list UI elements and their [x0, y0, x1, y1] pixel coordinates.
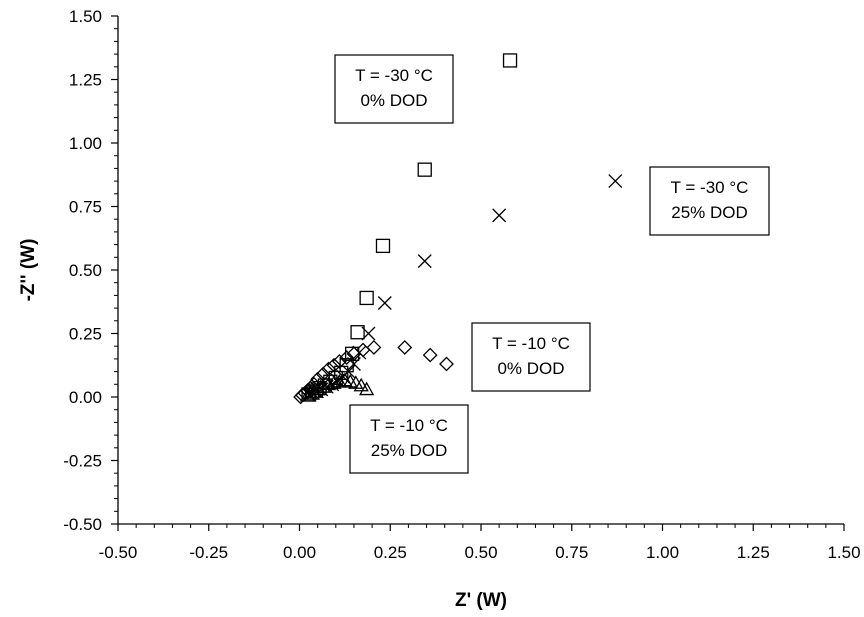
diamond-marker: [355, 342, 371, 358]
y-axis-title: -Z'' (W): [18, 239, 39, 302]
annotation-text: 0% DOD: [497, 359, 564, 378]
y-tick-label: -0.25: [63, 452, 102, 471]
cross-marker: [608, 174, 623, 189]
triangle-marker: [302, 386, 318, 400]
x-tick-label: -0.25: [189, 543, 228, 562]
x-tick-label: 1.25: [737, 543, 770, 562]
y-tick-label: 0.50: [69, 261, 102, 280]
triangle-marker: [310, 381, 326, 396]
diamond-marker: [397, 340, 413, 355]
square-marker: [350, 325, 365, 340]
triangle-marker: [348, 375, 364, 389]
diamond-marker: [346, 346, 362, 362]
x-tick-label: 0.75: [555, 543, 588, 562]
annotation-text: T = -10 °C: [492, 334, 570, 353]
y-tick-label: 0.25: [69, 325, 102, 344]
annotation-text: T = -30 °C: [671, 178, 749, 197]
annotation-box: T = -10 °C 0% DOD: [471, 322, 591, 392]
annotation-text: 25% DOD: [371, 441, 448, 460]
triangle-marker: [306, 384, 322, 398]
square-marker: [359, 290, 374, 306]
annotation-box: T = -30 °C 25% DOD: [649, 166, 770, 236]
y-tick-label: 1.00: [69, 134, 102, 153]
triangle-marker: [342, 373, 358, 388]
cross-marker: [492, 208, 507, 223]
x-tick-label: 0.25: [374, 543, 407, 562]
cross-marker: [417, 254, 432, 269]
y-tick-label: -0.50: [63, 515, 102, 534]
diamond-marker: [366, 340, 382, 355]
annotation-text: T = -10 °C: [370, 416, 448, 435]
annotation-frame: [649, 166, 770, 236]
diamond-marker: [310, 371, 326, 387]
y-tick-label: 1.50: [69, 7, 102, 26]
data-markers: [293, 53, 623, 405]
square-marker: [375, 238, 391, 254]
cross-marker: [346, 357, 361, 371]
y-tick-label: 0.00: [69, 388, 102, 407]
y-tick-label: 1.25: [69, 71, 102, 90]
annotation-text: 25% DOD: [671, 203, 748, 222]
diamond-marker: [339, 350, 355, 366]
diamond-marker: [439, 356, 454, 372]
x-tick-label: 1.00: [646, 543, 679, 562]
annotation-frame: [334, 54, 454, 124]
x-tick-label: 0.00: [283, 543, 316, 562]
square-marker: [502, 53, 518, 68]
x-tick-label: 0.50: [464, 543, 497, 562]
triangle-marker: [353, 377, 369, 392]
cross-marker: [377, 296, 392, 310]
x-tick-label: 1.50: [827, 543, 860, 562]
annotation-frame: [349, 404, 469, 474]
annotation-box: T = -30 °C 0% DOD: [334, 54, 454, 124]
annotation-frame: [471, 322, 591, 392]
cross-marker: [361, 326, 376, 341]
triangle-marker: [299, 387, 316, 402]
annotation-text: T = -30 °C: [355, 66, 433, 85]
square-marker: [417, 162, 432, 177]
x-axis-title: Z' (W): [455, 590, 507, 611]
annotation-text: 0% DOD: [360, 91, 427, 110]
axes: -0.50 -0.25 0.00 0.25 0.50 0.75 1.00 1.25 1.50 -0…: [63, 7, 860, 562]
annotation-box: T = -10 °C 25% DOD: [349, 404, 469, 474]
diamond-marker: [422, 347, 438, 363]
x-tick-label: -0.50: [99, 543, 138, 562]
triangle-marker: [359, 381, 375, 396]
y-tick-label: 0.75: [69, 198, 102, 217]
